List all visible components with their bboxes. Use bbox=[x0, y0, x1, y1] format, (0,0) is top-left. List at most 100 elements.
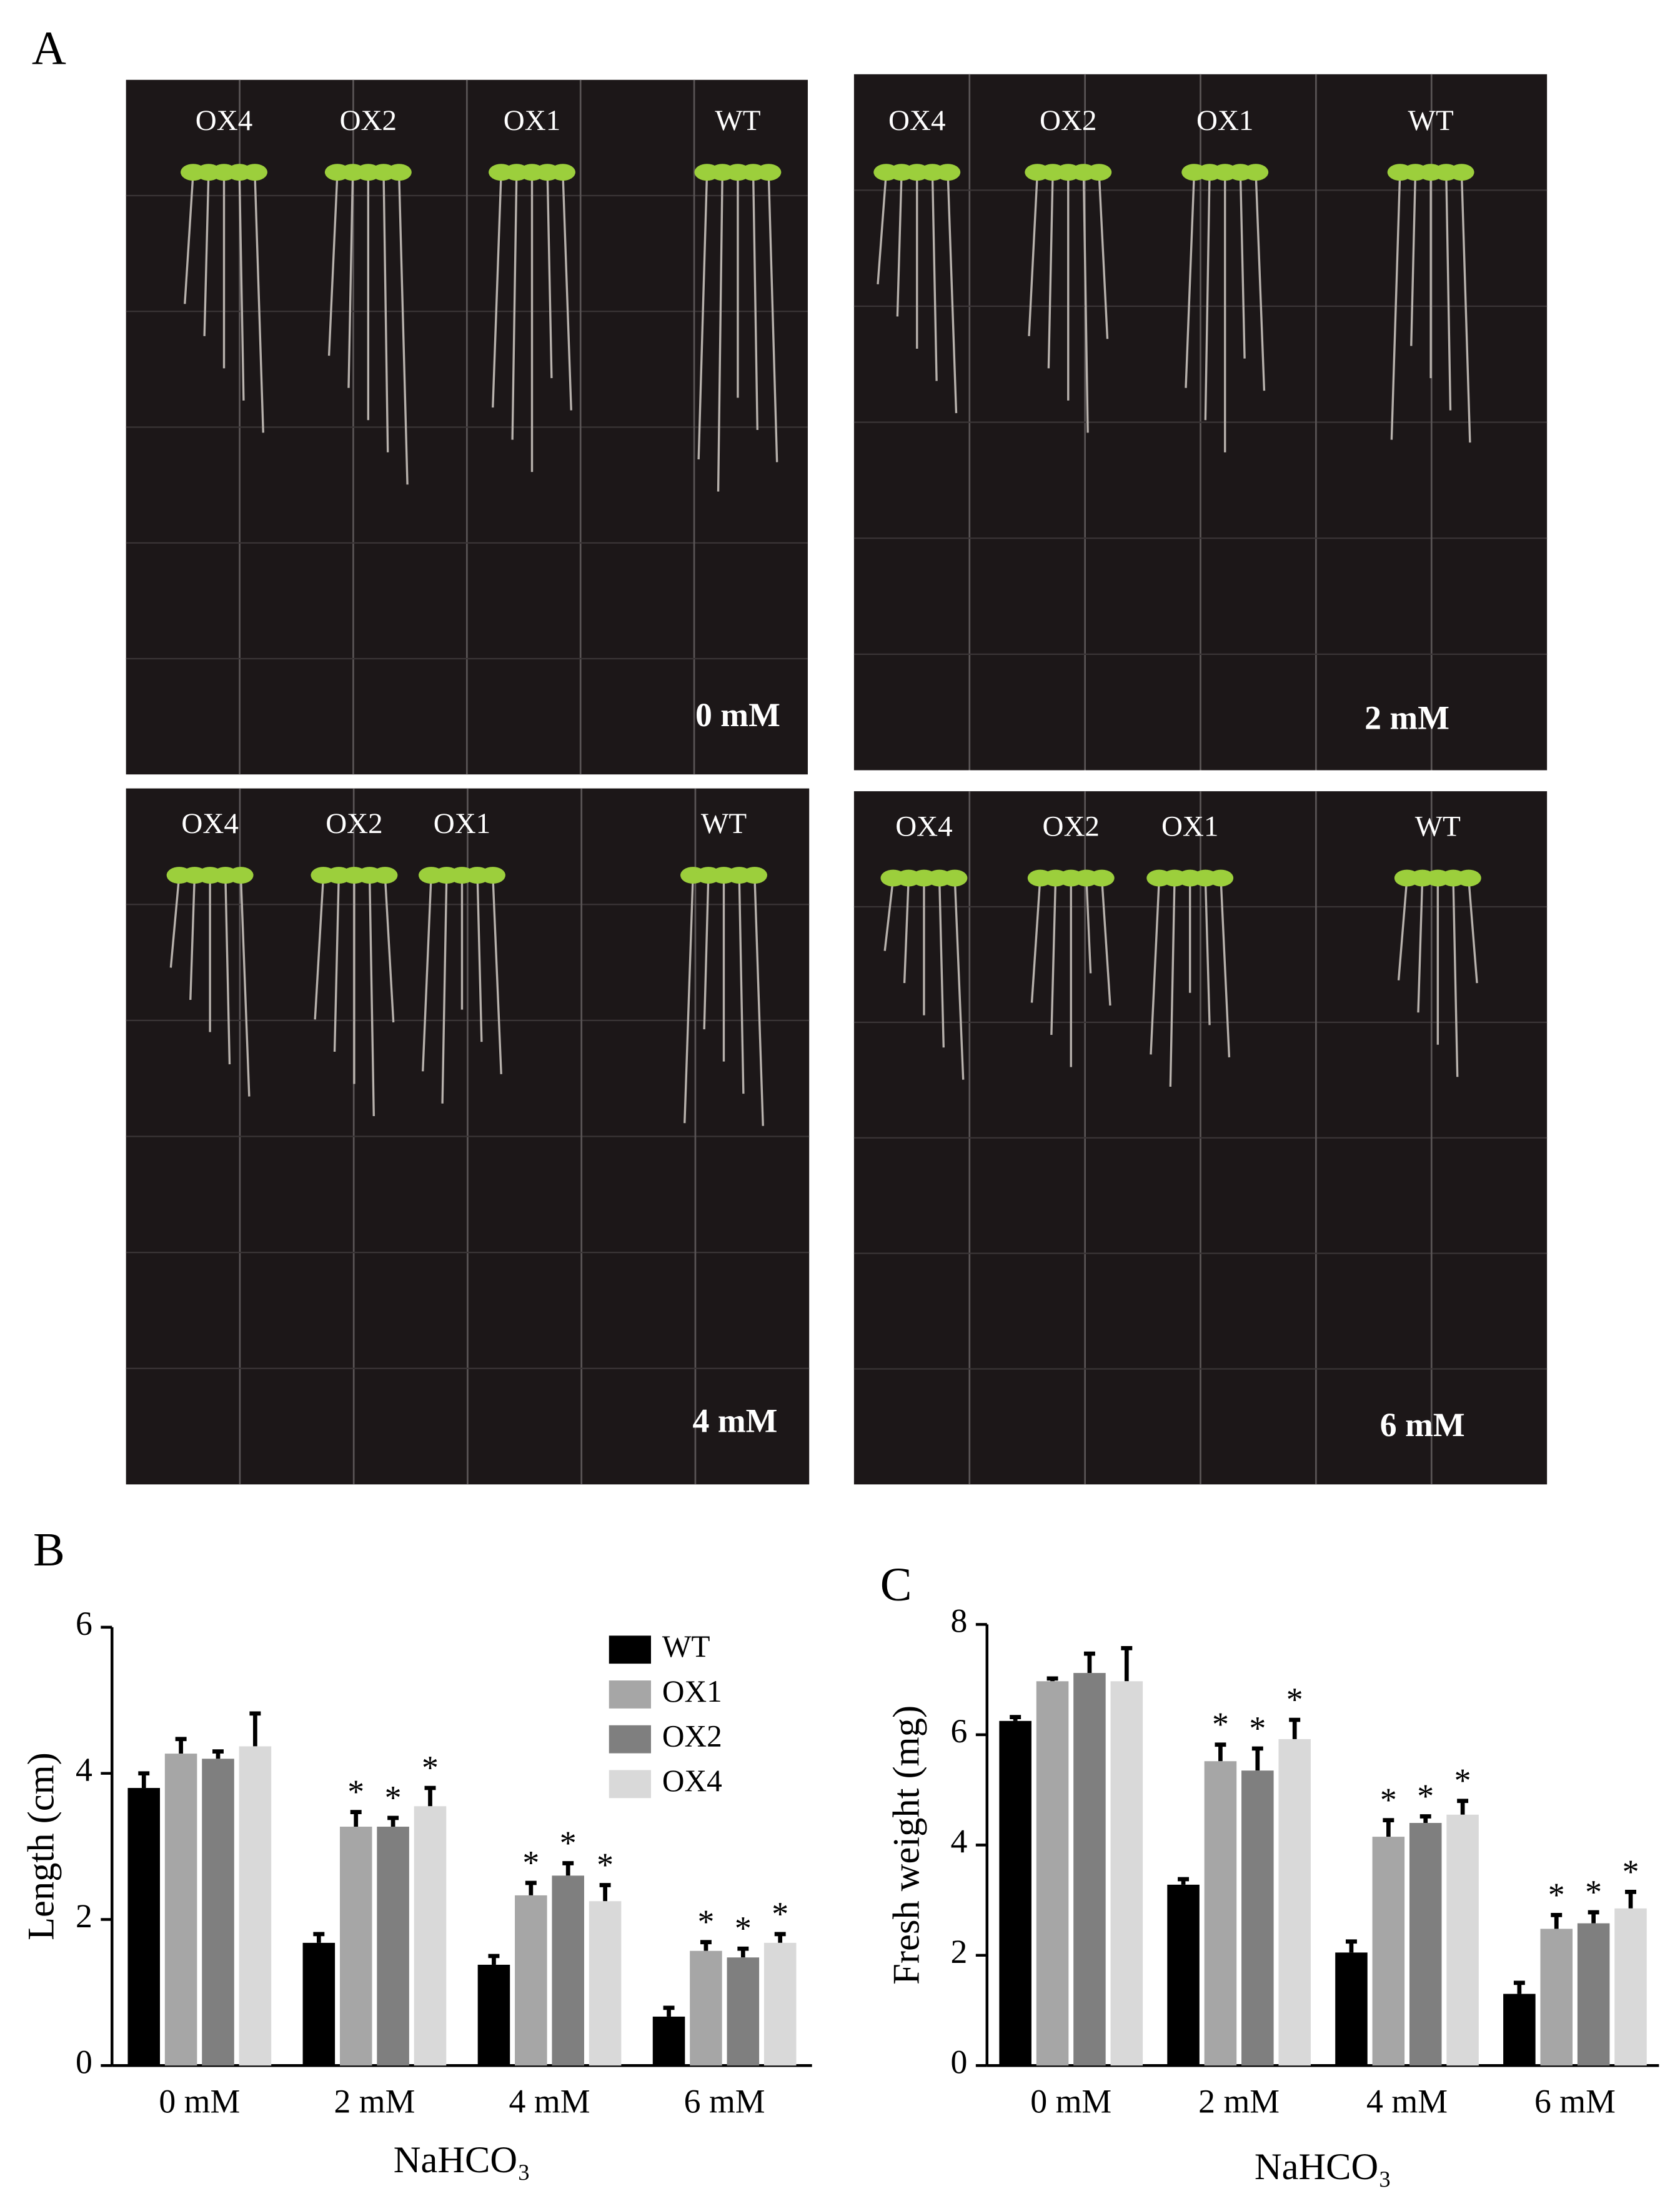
seedling-root bbox=[382, 172, 389, 452]
bar bbox=[377, 1827, 409, 2066]
concentration-label: 4 mM bbox=[693, 1402, 778, 1439]
photo-label: WT bbox=[701, 807, 747, 840]
bar bbox=[652, 2016, 685, 2066]
seedling-root bbox=[422, 875, 432, 1072]
seedling-leaf bbox=[1456, 869, 1481, 887]
significance-marker: * bbox=[347, 1773, 364, 1810]
seedling-root bbox=[314, 875, 325, 1020]
x-tick-label: 0 mM bbox=[1030, 2082, 1111, 2120]
seedling-leaf bbox=[1208, 869, 1234, 887]
legend-label: OX4 bbox=[662, 1764, 722, 1798]
bar bbox=[202, 1759, 234, 2066]
x-tick-label: 0 mM bbox=[159, 2082, 240, 2120]
photo-label: OX2 bbox=[1042, 810, 1099, 842]
bar bbox=[1167, 1884, 1200, 2066]
legend-label: WT bbox=[662, 1629, 710, 1664]
bar bbox=[727, 1957, 760, 2066]
seedling-root bbox=[703, 875, 710, 1030]
y-tick-label: 6 bbox=[951, 1712, 968, 1750]
y-tick-label: 2 bbox=[76, 1897, 92, 1935]
seedling-root bbox=[752, 172, 758, 431]
x-tick-label: 6 mM bbox=[684, 2082, 765, 2120]
seedling-root bbox=[1030, 877, 1041, 1003]
seedling-root bbox=[1047, 172, 1054, 369]
seedling-root bbox=[697, 172, 708, 460]
concentration-label: 2 mM bbox=[1364, 699, 1449, 736]
bar bbox=[1204, 1761, 1237, 2066]
seedling-root bbox=[1452, 878, 1459, 1077]
x-axis-title: NaHCO₃ bbox=[1255, 2146, 1391, 2188]
photo-label: OX4 bbox=[196, 104, 252, 137]
seedling-root bbox=[1390, 172, 1401, 440]
bar bbox=[302, 1942, 336, 2066]
significance-marker: * bbox=[522, 1844, 539, 1881]
bar bbox=[552, 1875, 584, 2066]
photo-label: WT bbox=[1408, 104, 1454, 137]
y-tick-label: 4 bbox=[951, 1823, 968, 1860]
significance-marker: * bbox=[1623, 1853, 1639, 1890]
y-axis-title: Fresh weight (mg) bbox=[885, 1705, 927, 1985]
seedling-root bbox=[333, 875, 340, 1052]
bar bbox=[239, 1746, 272, 2066]
bar bbox=[1241, 1770, 1274, 2066]
photo-label: WT bbox=[715, 104, 760, 137]
significance-marker: * bbox=[560, 1824, 577, 1862]
seedling-leaf bbox=[372, 867, 398, 884]
seedling-leaf bbox=[1243, 164, 1269, 181]
bar bbox=[1073, 1673, 1106, 2066]
y-axis-title: Length (cm) bbox=[21, 1752, 62, 1940]
significance-marker: * bbox=[1380, 1781, 1397, 1819]
seedling-root bbox=[1169, 878, 1176, 1087]
seedling-root bbox=[938, 878, 945, 1048]
bar bbox=[477, 1964, 510, 2066]
bar bbox=[1409, 1823, 1442, 2066]
legend-swatch bbox=[609, 1635, 651, 1664]
photo-label: WT bbox=[1415, 810, 1461, 842]
seedling-leaf bbox=[1086, 164, 1112, 181]
seedling-leaf bbox=[935, 164, 961, 181]
significance-marker: * bbox=[385, 1779, 402, 1816]
seedling-root bbox=[1100, 877, 1111, 1006]
x-tick-label: 4 mM bbox=[1366, 2082, 1448, 2120]
seedling-root bbox=[1220, 877, 1231, 1057]
bar bbox=[1540, 1929, 1573, 2066]
seedling-root bbox=[384, 875, 395, 1022]
bar bbox=[1503, 1994, 1536, 2066]
seedling-root bbox=[717, 172, 723, 492]
seedling-leaf bbox=[386, 164, 412, 181]
seedling-root bbox=[953, 877, 965, 1080]
significance-marker: * bbox=[1548, 1876, 1565, 1914]
seedling-root bbox=[492, 172, 502, 408]
seedling-root bbox=[883, 877, 895, 951]
seedling-root bbox=[877, 172, 888, 285]
bar bbox=[1446, 1814, 1479, 2066]
seedling-root bbox=[1204, 877, 1211, 1026]
seedling-root bbox=[239, 875, 251, 1097]
seedling-root bbox=[896, 172, 903, 317]
bar bbox=[515, 1895, 547, 2066]
y-tick-label: 6 bbox=[76, 1605, 92, 1642]
x-axis-title: NaHCO₃ bbox=[394, 2139, 530, 2181]
seedling-root bbox=[238, 172, 245, 401]
bar bbox=[1110, 1681, 1143, 2066]
x-tick-label: 2 mM bbox=[334, 2082, 415, 2120]
seedling-root bbox=[546, 172, 553, 379]
significance-marker: * bbox=[1286, 1681, 1303, 1719]
legend-label: OX2 bbox=[662, 1719, 722, 1753]
seedling-root bbox=[753, 875, 764, 1126]
y-tick-label: 0 bbox=[951, 2044, 968, 2081]
y-tick-label: 8 bbox=[951, 1602, 968, 1640]
significance-marker: * bbox=[1212, 1705, 1229, 1743]
seedling-root bbox=[1204, 172, 1211, 421]
seedling-leaf bbox=[550, 164, 575, 181]
significance-marker: * bbox=[772, 1895, 788, 1932]
panel-label: C bbox=[880, 1559, 912, 1611]
seedling-leaf bbox=[1449, 164, 1474, 181]
bar bbox=[690, 1950, 722, 2066]
bar bbox=[1372, 1837, 1405, 2066]
bar bbox=[589, 1901, 622, 2066]
seedling-root bbox=[189, 875, 196, 1001]
seedling-root bbox=[1085, 877, 1092, 974]
